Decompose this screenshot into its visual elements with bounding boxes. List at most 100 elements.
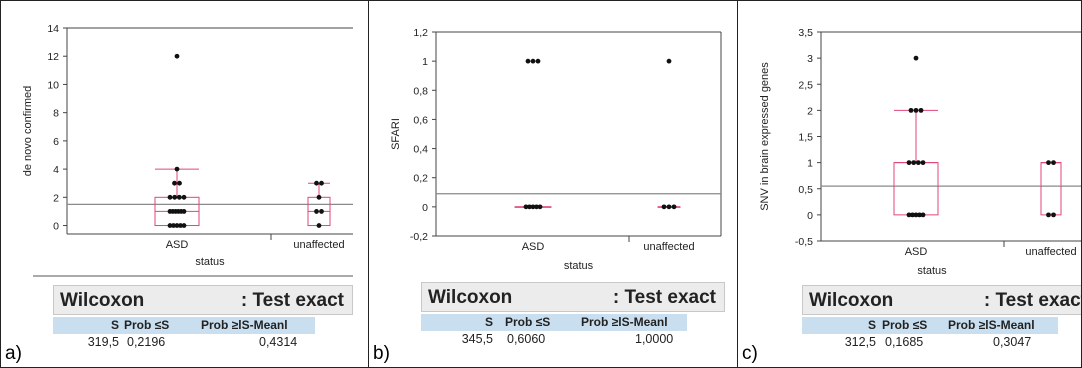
data-point bbox=[167, 194, 173, 200]
panel-label: c) bbox=[742, 343, 758, 364]
y-tick-label: 0 bbox=[807, 210, 813, 222]
data-point bbox=[910, 212, 915, 218]
data-point bbox=[314, 209, 319, 214]
chart-a: 14 12 10 8 6 4 2 0 ASD unaffected status de novo co… bbox=[22, 23, 353, 277]
y-axis-label: de novo confirmed bbox=[22, 86, 34, 177]
header-prob-le: Prob ≤S bbox=[505, 315, 551, 329]
y-tick-label: 1 bbox=[807, 158, 813, 170]
header-prob-le: Prob ≤S bbox=[882, 318, 928, 332]
y-tick-label: 0 bbox=[422, 202, 428, 214]
y-axis-label: SNV in brain expressed genes bbox=[759, 62, 771, 211]
value-prob-ge: 0,4314 bbox=[259, 335, 298, 349]
y-tick-label: 12 bbox=[47, 51, 59, 63]
data-point bbox=[523, 204, 529, 210]
y-tick-label: 2 bbox=[53, 192, 59, 204]
y-tick-label: 0 bbox=[53, 221, 59, 233]
y-tick-label: 4 bbox=[53, 164, 59, 176]
panel-c: 3,5 3 2,5 2 1,5 1 0,5 0 -0,5 ASD unaffected status S… bbox=[737, 0, 1082, 368]
data-point bbox=[525, 58, 531, 64]
chart-c: 3,5 3 2,5 2 1,5 1 0,5 0 -0,5 ASD unaffected status S… bbox=[759, 27, 1081, 277]
header-prob-le: Prob ≤S bbox=[124, 318, 170, 332]
data-point bbox=[1051, 212, 1056, 218]
y-tick-label: 0,2 bbox=[413, 173, 428, 185]
data-point bbox=[527, 204, 532, 210]
y-tick-label: 1 bbox=[422, 56, 428, 68]
data-point bbox=[176, 194, 182, 200]
header-prob-ge: Prob ≥lS-Meanl bbox=[948, 318, 1035, 332]
data-point bbox=[1051, 160, 1056, 166]
y-tick-label: 0,6 bbox=[413, 114, 428, 126]
value-s: 319,5 bbox=[87, 335, 119, 349]
data-point bbox=[908, 107, 914, 113]
data-point bbox=[535, 58, 541, 64]
header-prob-ge: Prob ≥lS-Meanl bbox=[201, 318, 288, 332]
x-tick-label: ASD bbox=[166, 239, 189, 251]
data-point bbox=[913, 55, 919, 61]
data-point bbox=[172, 194, 178, 200]
data-point bbox=[906, 160, 912, 166]
x-tick-label: unaffected bbox=[643, 241, 694, 253]
y-tick-label: 10 bbox=[47, 79, 59, 91]
x-axis-label: status bbox=[564, 260, 594, 272]
data-point bbox=[181, 223, 187, 228]
wilcoxon-values-row: 319,5 0,2196 0,4314 bbox=[53, 334, 315, 351]
y-tick-label: 8 bbox=[53, 108, 59, 120]
data-point bbox=[316, 223, 322, 228]
y-tick-label: 14 bbox=[47, 23, 59, 35]
y-tick-label: 3,5 bbox=[798, 27, 813, 39]
data-point bbox=[666, 204, 672, 210]
data-point bbox=[534, 204, 539, 210]
panel-label: b) bbox=[373, 343, 390, 364]
data-point bbox=[915, 160, 921, 166]
wilcoxon-title-bar: Wilcoxon : Test exact bbox=[421, 282, 725, 312]
wilcoxon-title-bar: Wilcoxon : Test exact bbox=[802, 285, 1082, 315]
wilcoxon-header-row: S Prob ≤S Prob ≥lS-Meanl bbox=[421, 314, 687, 331]
data-point bbox=[314, 180, 319, 186]
wilcoxon-title: Wilcoxon bbox=[809, 290, 894, 311]
data-point bbox=[530, 58, 536, 64]
x-tick-label: ASD bbox=[522, 241, 545, 253]
x-tick-label: ASD bbox=[905, 246, 928, 258]
data-point bbox=[917, 212, 922, 218]
wilcoxon-title: Wilcoxon bbox=[428, 287, 513, 308]
data-point bbox=[671, 204, 677, 210]
x-axis-label: status bbox=[917, 265, 947, 277]
y-tick-label: -0,5 bbox=[795, 236, 813, 248]
data-point bbox=[661, 204, 667, 210]
y-tick-label: 3 bbox=[807, 53, 813, 65]
y-tick-label: 6 bbox=[53, 136, 59, 148]
y-axis-label: SFARI bbox=[390, 118, 402, 150]
x-tick-label: unaffected bbox=[1025, 246, 1076, 258]
y-tick-label: 1,5 bbox=[798, 132, 813, 144]
wilcoxon-subtitle: : Test exact bbox=[983, 290, 1082, 311]
value-prob-le: 0,1685 bbox=[885, 335, 924, 349]
data-point bbox=[319, 180, 324, 186]
x-axis-label: status bbox=[195, 256, 225, 268]
y-tick-label: 0,4 bbox=[413, 144, 428, 156]
data-point bbox=[1046, 212, 1051, 218]
data-point bbox=[181, 194, 187, 200]
data-point bbox=[319, 209, 324, 214]
data-point bbox=[920, 212, 926, 218]
data-point bbox=[1046, 160, 1051, 166]
value-s: 345,5 bbox=[461, 332, 493, 346]
value-prob-le: 0,2196 bbox=[127, 335, 166, 349]
data-point bbox=[530, 204, 536, 210]
data-point bbox=[177, 180, 182, 186]
data-point bbox=[178, 223, 183, 228]
y-tick-label: 0,5 bbox=[798, 184, 813, 196]
x-tick-label: unaffected bbox=[293, 239, 344, 251]
data-point bbox=[171, 223, 176, 228]
box-iqr bbox=[1040, 162, 1062, 216]
y-tick-label: 2,5 bbox=[798, 79, 813, 91]
data-point bbox=[918, 107, 924, 113]
header-s: S bbox=[110, 318, 119, 332]
data-point bbox=[913, 107, 919, 113]
data-point bbox=[174, 53, 180, 59]
value-prob-ge: 0,3047 bbox=[993, 335, 1032, 349]
data-point bbox=[167, 223, 173, 228]
wilcoxon-values-row: 312,5 0,1685 0,3047 bbox=[802, 334, 1058, 351]
data-point bbox=[174, 223, 180, 228]
data-point bbox=[920, 160, 926, 166]
y-tick-label: -0,2 bbox=[410, 231, 428, 243]
